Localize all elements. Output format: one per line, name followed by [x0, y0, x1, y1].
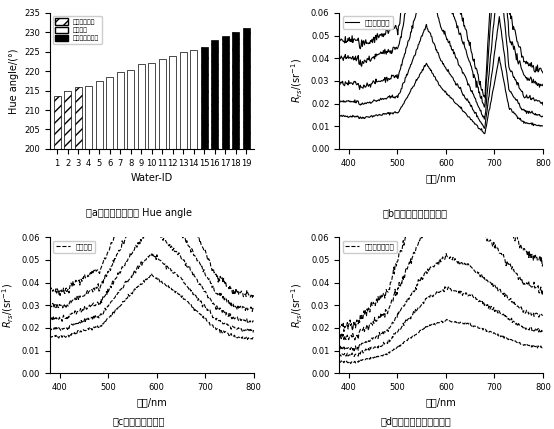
Bar [211, 40, 218, 149]
X-axis label: 波长/nm: 波长/nm [136, 398, 167, 408]
Y-axis label: $R_{rs}$/(sr$^{-1}$): $R_{rs}$/(sr$^{-1}$) [290, 58, 305, 103]
Bar [137, 64, 145, 149]
Bar [127, 70, 135, 149]
Bar [95, 81, 103, 149]
Bar [179, 52, 187, 149]
Bar [243, 27, 250, 149]
X-axis label: Water-ID: Water-ID [131, 173, 173, 183]
Text: （a）不同颜色水体 Hue angle: （a）不同颜色水体 Hue angle [85, 208, 192, 218]
Bar [222, 36, 229, 149]
Legend: 绿色异常水体: 绿色异常水体 [342, 16, 393, 28]
Bar [201, 47, 208, 149]
Bar [116, 73, 124, 149]
Y-axis label: $R_{rs}$/(sr$^{-1}$): $R_{rs}$/(sr$^{-1}$) [290, 283, 305, 328]
Y-axis label: Hue angle/(°): Hue angle/(°) [9, 48, 19, 114]
Bar [148, 63, 156, 149]
Bar [106, 77, 114, 149]
Bar [75, 88, 82, 149]
Legend: 黄棕色异常水体: 黄棕色异常水体 [342, 241, 397, 253]
X-axis label: 波长/nm: 波长/nm [425, 173, 456, 183]
Bar [64, 91, 71, 149]
Text: （c）一般水体光谱: （c）一般水体光谱 [112, 416, 165, 426]
Y-axis label: $R_{rs}$/(sr$^{-1}$): $R_{rs}$/(sr$^{-1}$) [1, 283, 16, 328]
Legend: 绿色异常水体, 一般水体, 黄棕色异常水体: 绿色异常水体, 一般水体, 黄棕色异常水体 [53, 16, 102, 44]
Bar [85, 85, 93, 149]
X-axis label: 波长/nm: 波长/nm [425, 398, 456, 408]
Bar [190, 50, 197, 149]
Text: （b）绿色异常水体光谱: （b）绿色异常水体光谱 [383, 208, 448, 218]
Bar [169, 56, 176, 149]
Bar [158, 60, 166, 149]
Legend: 一般水体: 一般水体 [53, 241, 95, 253]
Bar [54, 97, 61, 149]
Bar [232, 31, 239, 149]
Text: （d）黄棕色异常水体光谱: （d）黄棕色异常水体光谱 [380, 416, 451, 426]
